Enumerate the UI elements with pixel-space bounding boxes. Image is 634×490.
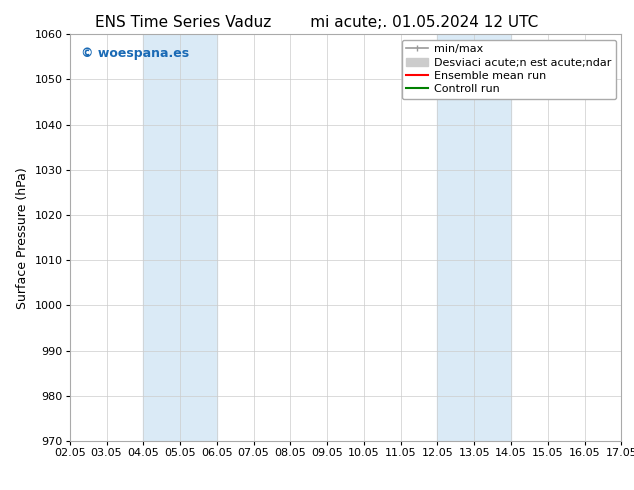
Legend: min/max, Desviaci acute;n est acute;ndar, Ensemble mean run, Controll run: min/max, Desviaci acute;n est acute;ndar… [402,40,616,99]
Bar [143,34,217,441]
Text: ENS Time Series Vaduz        mi acute;. 01.05.2024 12 UTC: ENS Time Series Vaduz mi acute;. 01.05.2… [95,15,539,30]
Y-axis label: Surface Pressure (hPa): Surface Pressure (hPa) [16,167,29,309]
Text: © woespana.es: © woespana.es [81,47,189,59]
Bar [437,34,511,441]
